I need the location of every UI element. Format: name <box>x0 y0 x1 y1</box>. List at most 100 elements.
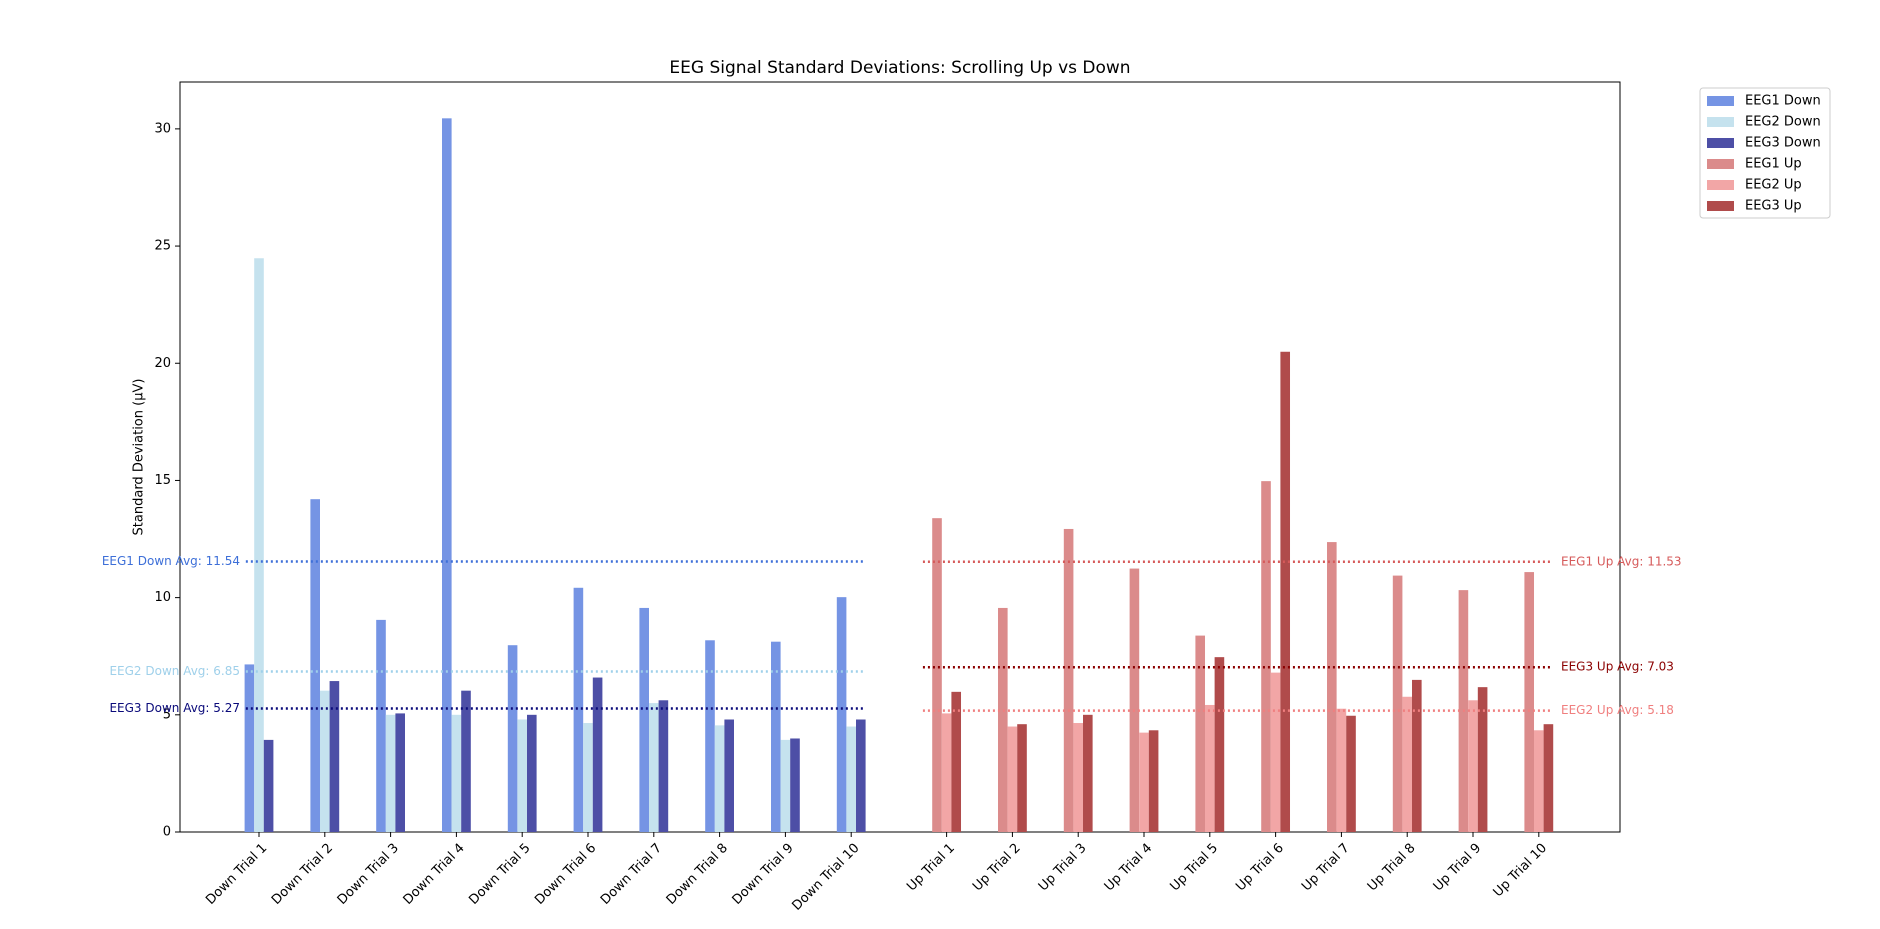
bar <box>310 499 320 832</box>
x-tick-label: Up Trial 7 <box>1299 841 1353 895</box>
bar <box>376 619 386 832</box>
average-label: EEG3 Down Avg: 5.27 <box>109 701 240 715</box>
bar <box>329 681 340 832</box>
x-tick-label: Down Trial 10 <box>790 841 863 914</box>
bar <box>244 664 255 832</box>
bar <box>517 719 527 832</box>
bar <box>714 725 725 832</box>
bar <box>1007 726 1018 832</box>
bar <box>1477 687 1488 832</box>
x-tick-label: Down Trial 5 <box>466 841 533 908</box>
bar <box>320 690 330 832</box>
bar <box>1468 700 1478 832</box>
bar <box>856 719 866 832</box>
legend-label: EEG1 Down <box>1745 94 1821 109</box>
bar <box>385 714 396 832</box>
bar <box>442 118 452 832</box>
bar <box>836 597 847 832</box>
y-tick-label: 10 <box>154 590 171 605</box>
bar <box>1270 672 1281 832</box>
bar <box>1534 730 1544 832</box>
bar <box>780 739 791 832</box>
bar <box>1129 568 1140 832</box>
x-tick-label: Down Trial 7 <box>598 841 665 908</box>
bar <box>998 607 1008 832</box>
average-label: EEG1 Down Avg: 11.54 <box>102 554 240 568</box>
bar <box>1346 715 1356 832</box>
bar <box>1148 730 1159 832</box>
x-tick-label: Up Trial 8 <box>1365 841 1419 895</box>
legend-swatch <box>1707 159 1734 169</box>
x-tick-label: Up Trial 2 <box>970 841 1024 895</box>
bar <box>1017 724 1027 832</box>
x-tick-label: Down Trial 3 <box>335 841 402 908</box>
chart-title: EEG Signal Standard Deviations: Scrollin… <box>669 58 1130 78</box>
bar <box>263 739 274 832</box>
bar <box>724 719 734 832</box>
average-label: EEG2 Down Avg: 6.85 <box>109 664 240 678</box>
bar <box>1336 708 1347 832</box>
bar <box>1083 714 1093 832</box>
bar <box>1327 542 1337 832</box>
bar <box>395 713 405 832</box>
legend-label: EEG3 Up <box>1745 199 1802 214</box>
bar <box>1139 732 1149 832</box>
x-tick-label: Up Trial 9 <box>1431 841 1485 895</box>
legend-swatch <box>1707 117 1734 127</box>
bar <box>461 690 471 832</box>
y-tick-label: 20 <box>154 356 171 371</box>
bar <box>254 258 264 832</box>
average-label: EEG2 Up Avg: 5.18 <box>1561 703 1674 717</box>
bar <box>658 700 669 832</box>
bar <box>573 587 584 832</box>
x-tick-label: Down Trial 9 <box>730 841 797 908</box>
y-tick-label: 5 <box>163 707 171 722</box>
bar <box>705 640 715 832</box>
bar <box>941 713 952 832</box>
bar <box>951 691 962 832</box>
legend-swatch <box>1707 180 1734 190</box>
x-tick-label: Up Trial 5 <box>1167 841 1221 895</box>
x-tick-label: Down Trial 4 <box>401 841 468 908</box>
bar <box>1073 723 1084 832</box>
x-tick-label: Down Trial 8 <box>664 841 731 908</box>
bar <box>451 714 462 832</box>
x-tick-label: Up Trial 3 <box>1036 841 1090 895</box>
legend-swatch <box>1707 96 1734 106</box>
bar <box>583 723 593 832</box>
x-tick-label: Down Trial 1 <box>203 841 270 908</box>
y-tick-label: 25 <box>154 239 171 254</box>
bar <box>1063 528 1074 832</box>
bar <box>639 607 649 832</box>
y-tick-label: 0 <box>163 825 171 840</box>
bar <box>771 641 781 832</box>
legend-label: EEG2 Down <box>1745 115 1821 130</box>
bar <box>1524 572 1535 832</box>
y-tick-label: 15 <box>154 473 171 488</box>
bar <box>932 518 942 832</box>
x-tick-label: Down Trial 6 <box>532 841 599 908</box>
x-tick-label: Up Trial 6 <box>1233 841 1287 895</box>
bar <box>1412 679 1422 832</box>
bar <box>1543 724 1554 832</box>
average-label: EEG3 Up Avg: 7.03 <box>1561 660 1674 674</box>
plot-frame <box>179 81 1621 833</box>
bar <box>1214 657 1225 832</box>
legend-label: EEG2 Up <box>1745 178 1802 193</box>
x-tick-label: Up Trial 1 <box>904 841 958 895</box>
legend-swatch <box>1707 201 1734 211</box>
x-tick-label: Up Trial 10 <box>1491 841 1550 900</box>
legend-swatch <box>1707 138 1734 148</box>
legend-label: EEG3 Down <box>1745 136 1821 151</box>
bar <box>527 714 537 832</box>
average-label: EEG1 Up Avg: 11.53 <box>1561 554 1682 568</box>
bar <box>1205 704 1215 832</box>
y-axis-label: Standard Deviation (μV) <box>132 379 147 536</box>
x-tick-label: Down Trial 2 <box>269 841 336 908</box>
legend-label: EEG1 Up <box>1745 157 1802 172</box>
bar <box>1261 481 1271 832</box>
bar <box>592 677 603 832</box>
bar <box>1280 351 1291 832</box>
bar <box>1392 575 1403 832</box>
